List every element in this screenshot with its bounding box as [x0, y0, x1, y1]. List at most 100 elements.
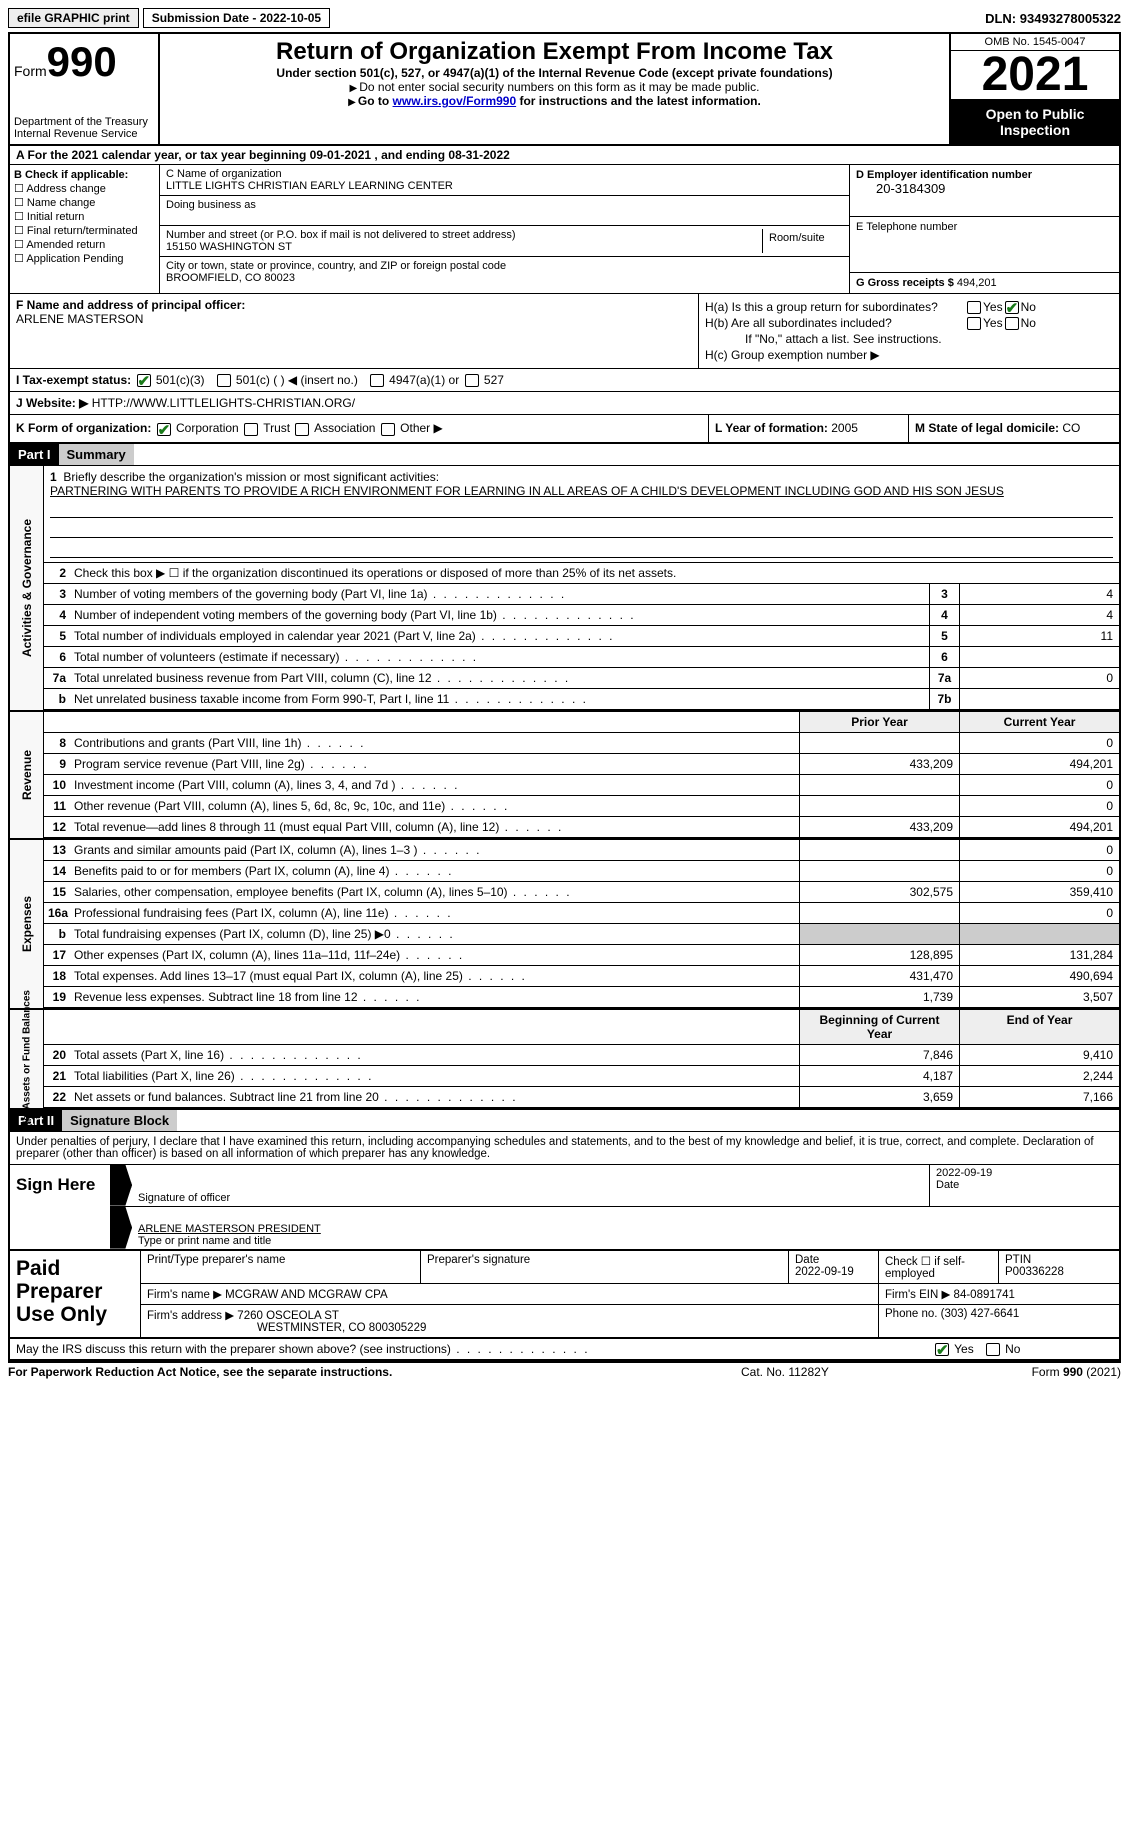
- form-subtitle: Under section 501(c), 527, or 4947(a)(1)…: [164, 66, 945, 80]
- form-number: 990: [47, 38, 117, 85]
- ptin-label: PTIN: [1005, 1254, 1031, 1266]
- domicile-state: CO: [1062, 421, 1080, 435]
- website-url[interactable]: HTTP://WWW.LITTLELIGHTS-CHRISTIAN.ORG/: [92, 396, 355, 410]
- street-label: Number and street (or P.O. box if mail i…: [166, 229, 762, 241]
- chk-527[interactable]: [465, 374, 479, 387]
- room-suite-label: Room/suite: [763, 229, 843, 253]
- section-netassets: Net Assets or Fund Balances Beginning of…: [10, 1010, 1119, 1110]
- gov-line-5: 5 Total number of individuals employed i…: [44, 626, 1119, 647]
- exp-line-14: 14 Benefits paid to or for members (Part…: [44, 861, 1119, 882]
- col-b-label: B Check if applicable:: [14, 169, 128, 181]
- firm-addr2: WESTMINSTER, CO 800305229: [147, 1322, 426, 1334]
- row-i-tax-status: I Tax-exempt status: 501(c)(3) 501(c) ( …: [10, 369, 1119, 392]
- exp-line-16a: 16a Professional fundraising fees (Part …: [44, 903, 1119, 924]
- gross-receipts: 494,201: [957, 277, 997, 289]
- chk-initial-return[interactable]: ☐ Initial return: [14, 210, 155, 223]
- rev-line-12: 12 Total revenue—add lines 8 through 11 …: [44, 817, 1119, 838]
- sign-here-label: Sign Here: [10, 1165, 110, 1249]
- row-fgh: F Name and address of principal officer:…: [10, 294, 1119, 369]
- rev-line-9: 9 Program service revenue (Part VIII, li…: [44, 754, 1119, 775]
- gov-line-3: 3 Number of voting members of the govern…: [44, 584, 1119, 605]
- chk-501c3[interactable]: [137, 374, 151, 387]
- part1-badge: Part I: [10, 444, 59, 465]
- form-note2: Go to www.irs.gov/Form990 for instructio…: [164, 94, 945, 108]
- chk-501c[interactable]: [217, 374, 231, 387]
- chk-name-change[interactable]: ☐ Name change: [14, 196, 155, 209]
- dept-treasury: Department of the Treasury: [14, 116, 154, 128]
- chk-4947[interactable]: [370, 374, 384, 387]
- firm-ein: 84-0891741: [954, 1289, 1015, 1301]
- vtab-revenue: Revenue: [10, 712, 44, 838]
- chk-final-return[interactable]: ☐ Final return/terminated: [14, 224, 155, 237]
- exp-line-15: 15 Salaries, other compensation, employe…: [44, 882, 1119, 903]
- ha-no-checkbox[interactable]: [1005, 301, 1019, 314]
- hb-label: H(b) Are all subordinates included?: [705, 316, 965, 330]
- header-center: Return of Organization Exempt From Incom…: [160, 34, 949, 144]
- street: 15150 WASHINGTON ST: [166, 241, 762, 253]
- typed-name-label: Type or print name and title: [138, 1235, 1113, 1247]
- cat-number: Cat. No. 11282Y: [741, 1365, 941, 1379]
- chk-corporation[interactable]: [157, 423, 171, 436]
- irs-label: Internal Revenue Service: [14, 128, 154, 140]
- exp-line-17: 17 Other expenses (Part IX, column (A), …: [44, 945, 1119, 966]
- col-f-officer: F Name and address of principal officer:…: [10, 294, 699, 368]
- firm-name: MCGRAW AND MCGRAW CPA: [225, 1289, 388, 1301]
- discuss-yes-checkbox[interactable]: [935, 1343, 949, 1356]
- header-left: Form990 Department of the Treasury Inter…: [10, 34, 160, 144]
- end-year-hdr: End of Year: [959, 1010, 1119, 1044]
- hb-yes-checkbox[interactable]: [967, 317, 981, 330]
- line2-text: Check this box ▶ ☐ if the organization d…: [70, 563, 1119, 583]
- current-year-hdr: Current Year: [959, 712, 1119, 732]
- chk-amended-return[interactable]: ☐ Amended return: [14, 238, 155, 251]
- officer-typed-name: ARLENE MASTERSON PRESIDENT: [138, 1223, 1113, 1235]
- hb-note: If "No," attach a list. See instructions…: [705, 332, 1113, 346]
- net-line-20: 20 Total assets (Part X, line 16) 7,846 …: [44, 1045, 1119, 1066]
- part2-badge: Part II: [10, 1110, 62, 1131]
- self-employed-check[interactable]: Check ☐ if self-employed: [879, 1251, 999, 1283]
- ein-value: 20-3184309: [856, 181, 1113, 196]
- chk-association[interactable]: [295, 423, 309, 436]
- section-governance: Activities & Governance 1 Briefly descri…: [10, 466, 1119, 712]
- section-expenses: Expenses 13 Grants and similar amounts p…: [10, 840, 1119, 1010]
- chk-other[interactable]: [381, 423, 395, 436]
- preparer-name-label: Print/Type preparer's name: [147, 1254, 285, 1266]
- vtab-governance: Activities & Governance: [10, 466, 44, 710]
- submission-date: Submission Date - 2022-10-05: [143, 8, 330, 28]
- sig-date-value: 2022-09-19: [936, 1167, 992, 1179]
- discuss-text: May the IRS discuss this return with the…: [16, 1342, 933, 1356]
- chk-trust[interactable]: [244, 423, 258, 436]
- paid-date: 2022-09-19: [795, 1266, 854, 1278]
- efile-print-button[interactable]: efile GRAPHIC print: [8, 8, 139, 28]
- gov-line-7a: 7a Total unrelated business revenue from…: [44, 668, 1119, 689]
- gov-line-6: 6 Total number of volunteers (estimate i…: [44, 647, 1119, 668]
- part1-title: Summary: [59, 444, 134, 465]
- chk-address-change[interactable]: ☐ Address change: [14, 182, 155, 195]
- vtab-netassets: Net Assets or Fund Balances: [10, 1010, 44, 1108]
- discuss-no-checkbox[interactable]: [986, 1343, 1000, 1356]
- paperwork-notice: For Paperwork Reduction Act Notice, see …: [8, 1365, 741, 1379]
- officer-name: ARLENE MASTERSON: [16, 312, 143, 326]
- ha-yes-checkbox[interactable]: [967, 301, 981, 314]
- exp-line-19: 19 Revenue less expenses. Subtract line …: [44, 987, 1119, 1008]
- hb-no-checkbox[interactable]: [1005, 317, 1019, 330]
- block-bcd: B Check if applicable: ☐ Address change …: [10, 165, 1119, 294]
- formation-year: 2005: [831, 421, 858, 435]
- mission-block: 1 Briefly describe the organization's mi…: [44, 466, 1119, 562]
- ein-label: D Employer identification number: [856, 169, 1032, 181]
- preparer-sig-label: Preparer's signature: [427, 1254, 530, 1266]
- discuss-row: May the IRS discuss this return with the…: [10, 1339, 1119, 1361]
- chk-app-pending[interactable]: ☐ Application Pending: [14, 252, 155, 265]
- part2-title: Signature Block: [62, 1110, 177, 1131]
- col-b-checkboxes: B Check if applicable: ☐ Address change …: [10, 165, 160, 293]
- form-label: Form: [14, 63, 47, 79]
- firm-ein-label: Firm's EIN ▶: [885, 1289, 950, 1301]
- sig-arrow-icon: [110, 1165, 132, 1206]
- ptin-value: P00336228: [1005, 1266, 1064, 1278]
- dba-label: Doing business as: [166, 199, 843, 211]
- form-footer-label: Form 990 (2021): [941, 1365, 1121, 1379]
- phone-label: E Telephone number: [856, 221, 1113, 233]
- hc-label: H(c) Group exemption number ▶: [705, 348, 1113, 362]
- col-c-org-info: C Name of organizationLITTLE LIGHTS CHRI…: [160, 165, 849, 293]
- sig-officer-label: Signature of officer: [138, 1192, 923, 1204]
- irs-link[interactable]: www.irs.gov/Form990: [393, 94, 517, 108]
